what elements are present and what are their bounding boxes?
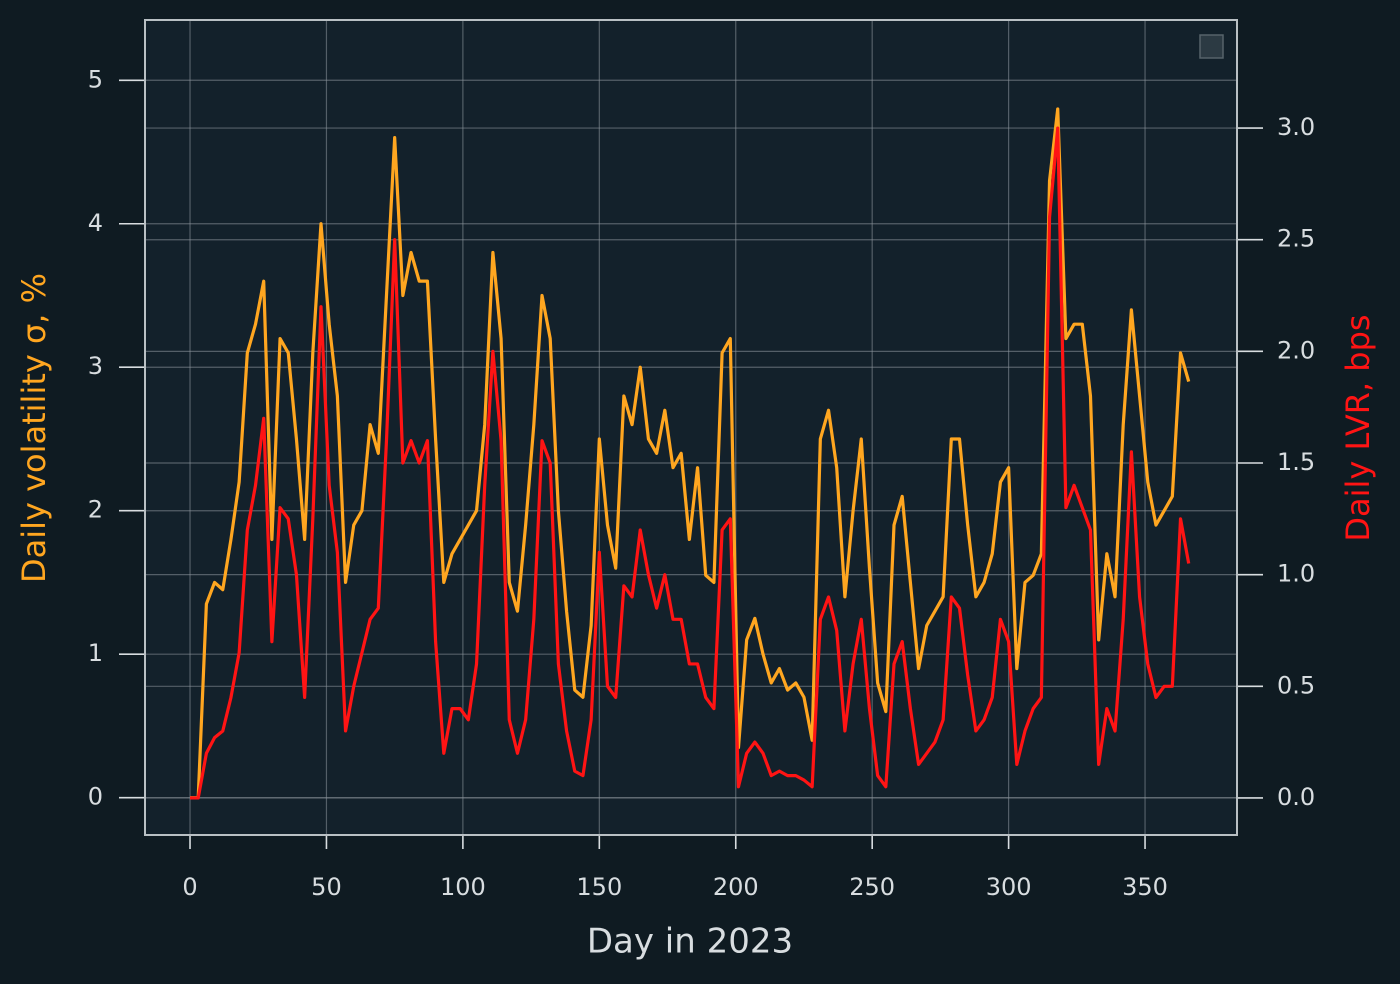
y2-tick-label: 0.5 [1277,671,1315,699]
y-tick-label: 1 [88,639,103,667]
x-tick-label: 200 [713,873,759,901]
x-axis-label: Day in 2023 [587,922,793,962]
x-tick-label: 250 [849,873,895,901]
x-tick-label: 100 [440,873,486,901]
x-tick-label: 150 [576,873,622,901]
y-tick-label: 5 [88,65,103,93]
legend-box [1199,34,1224,59]
x-tick-label: 350 [1122,873,1168,901]
y2-tick-label: 1.5 [1277,448,1315,476]
y2-axis-label: Daily LVR, bps [1339,314,1377,541]
y2-tick-label: 0.0 [1277,783,1315,811]
y2-tick-label: 3.0 [1277,113,1315,141]
y-tick-label: 3 [88,352,103,380]
y-tick-label: 2 [88,496,103,524]
x-tick-label: 50 [311,873,342,901]
x-tick-label: 300 [986,873,1032,901]
y2-tick-label: 1.0 [1277,560,1315,588]
data-line [190,126,1191,800]
axes-frame [144,19,1238,836]
y2-tick-label: 2.0 [1277,336,1315,364]
data-line [190,107,1191,800]
x-tick-label: 0 [182,873,197,901]
y-axis-label: Daily volatility σ, % [15,273,53,583]
y2-tick-label: 2.5 [1277,225,1315,253]
layer: 0 50 100 150 200 250 300 350 0 1 2 3 4 5 0.0 0.5 1.0 1.5 2… [88,20,1315,901]
y-tick-label: 4 [88,209,103,237]
y-tick-label: 0 [88,783,103,811]
